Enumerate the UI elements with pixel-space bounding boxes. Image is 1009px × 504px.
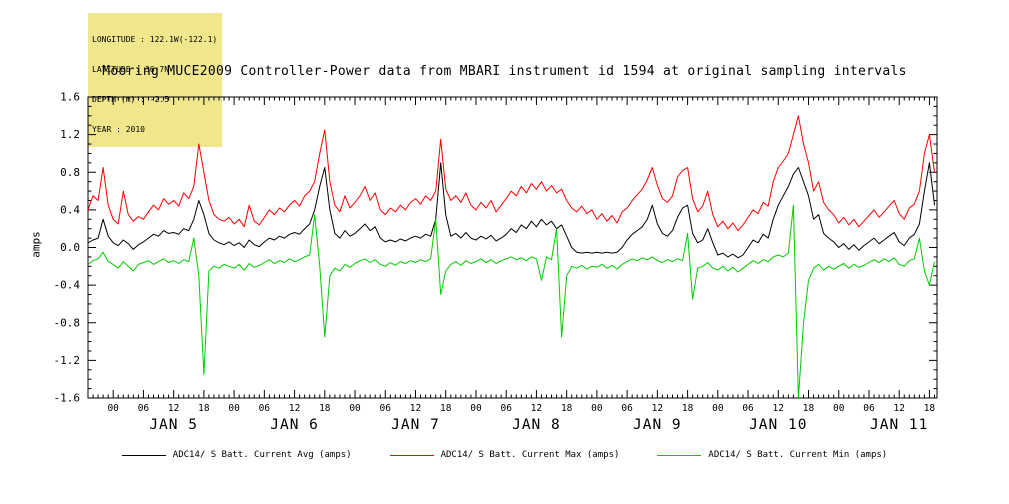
svg-text:18: 18 [319,403,331,414]
svg-text:00: 00 [107,403,119,414]
svg-text:-1.6: -1.6 [54,392,81,405]
svg-text:18: 18 [561,403,573,414]
svg-text:18: 18 [440,403,452,414]
legend-entry-max: ADC14/ S Batt. Current Max (amps) [389,450,620,460]
svg-text:0.8: 0.8 [60,166,80,179]
svg-text:JAN 10: JAN 10 [749,417,807,433]
legend-label-min: ADC14/ S Batt. Current Min (amps) [708,450,888,460]
svg-text:06: 06 [863,403,875,414]
svg-text:0.0: 0.0 [60,241,80,254]
svg-text:18: 18 [198,403,210,414]
svg-text:00: 00 [833,403,845,414]
legend-label-avg: ADC14/ S Batt. Current Avg (amps) [172,450,352,460]
svg-text:06: 06 [500,403,512,414]
svg-text:00: 00 [228,403,240,414]
svg-text:18: 18 [924,403,936,414]
svg-text:12: 12 [289,403,300,414]
legend-entry-min: ADC14/ S Batt. Current Min (amps) [657,450,887,460]
svg-text:JAN 9: JAN 9 [633,417,682,433]
svg-text:12: 12 [773,403,784,414]
svg-text:06: 06 [742,403,754,414]
min-line-swatch [657,454,702,456]
avg-line-swatch [121,454,166,456]
svg-text:12: 12 [531,403,542,414]
svg-text:JAN 7: JAN 7 [391,417,440,433]
svg-text:00: 00 [470,403,482,414]
svg-text:00: 00 [591,403,603,414]
svg-text:06: 06 [138,403,150,414]
svg-text:-1.2: -1.2 [54,354,81,367]
svg-text:1.6: 1.6 [60,91,80,104]
svg-text:-0.4: -0.4 [54,279,81,292]
svg-text:12: 12 [410,403,421,414]
legend-entry-avg: ADC14/ S Batt. Current Avg (amps) [121,450,352,460]
legend-label-max: ADC14/ S Batt. Current Max (amps) [440,450,620,460]
svg-text:18: 18 [682,403,694,414]
svg-text:00: 00 [712,403,724,414]
svg-text:06: 06 [259,403,271,414]
svg-text:00: 00 [349,403,361,414]
metadata-longitude: LONGITUDE : 122.1W(-122.1) [92,35,218,44]
svg-text:12: 12 [168,403,179,414]
svg-text:18: 18 [803,403,815,414]
svg-text:JAN 6: JAN 6 [270,417,319,433]
svg-text:JAN 11: JAN 11 [870,417,928,433]
metadata-year: YEAR : 2010 [92,125,145,134]
chart-title: Mooring MUCE2009 Controller-Power data f… [102,64,907,79]
svg-text:-0.8: -0.8 [54,316,81,329]
svg-text:JAN 5: JAN 5 [149,417,198,433]
max-line-swatch [389,454,434,456]
metadata-box: LONGITUDE : 122.1W(-122.1) LATITUDE : 36… [88,13,223,147]
metadata-latitude: LATITUDE : 36.7N [92,65,170,74]
svg-text:1.2: 1.2 [60,128,80,141]
svg-text:06: 06 [380,403,392,414]
svg-text:12: 12 [652,403,663,414]
svg-text:0.4: 0.4 [60,203,80,216]
legend: ADC14/ S Batt. Current Avg (amps) ADC14/… [0,450,1009,460]
svg-text:06: 06 [621,403,633,414]
svg-text:12: 12 [893,403,904,414]
svg-text:JAN 8: JAN 8 [512,417,561,433]
